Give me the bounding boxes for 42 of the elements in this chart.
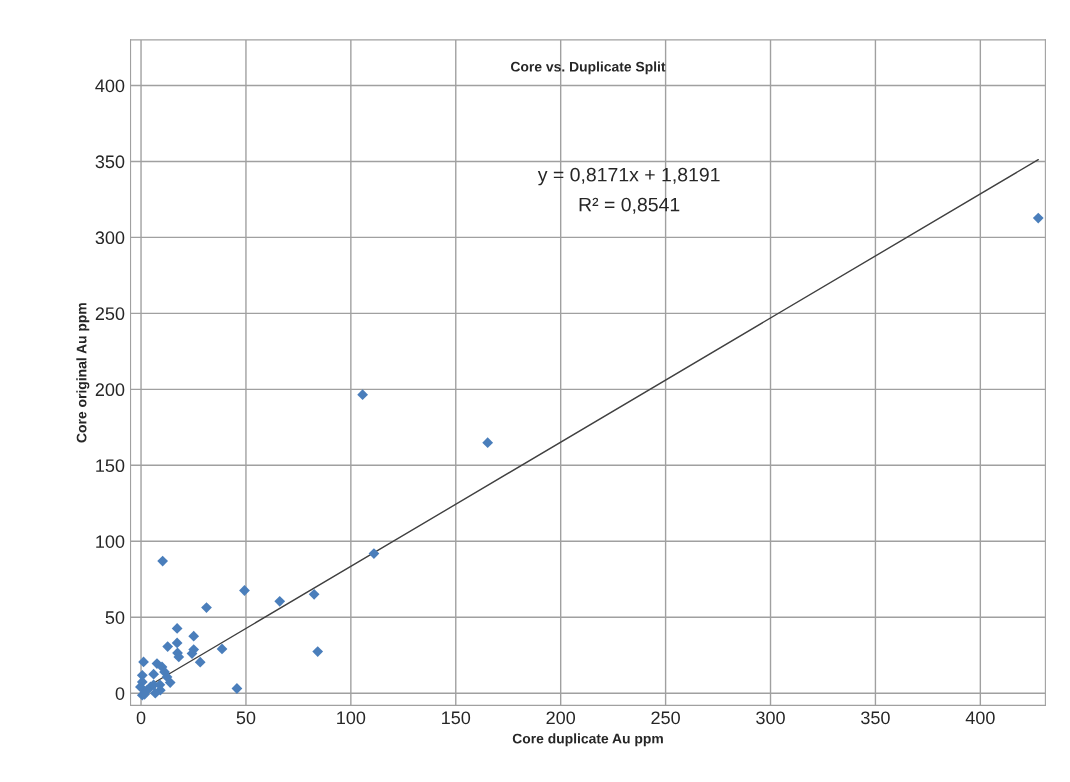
y-tick-label: 350	[95, 155, 125, 169]
point	[482, 437, 494, 449]
y-tick-label: 400	[95, 79, 125, 93]
x-tick-label: 400	[965, 711, 995, 725]
x-tick-label: 200	[546, 711, 576, 725]
point	[274, 595, 286, 607]
y-tick-label: 150	[96, 459, 125, 473]
y-tick-label: 300	[95, 231, 125, 245]
point	[157, 555, 169, 567]
x-tick-label: 350	[861, 711, 890, 725]
annotation: y = 0,8171x + 1,8191	[537, 167, 720, 186]
x-tick-label: 50	[236, 711, 256, 725]
point	[312, 646, 324, 657]
y-tick-label: 50	[105, 611, 125, 624]
point	[171, 637, 183, 649]
y-tick-label: 100	[96, 535, 125, 548]
point	[194, 656, 206, 668]
y-axis-title: Core original Au ppm	[76, 303, 90, 443]
point	[148, 668, 159, 680]
point	[1032, 212, 1044, 224]
point	[216, 643, 228, 655]
x-tick-label: 250	[651, 711, 680, 725]
point	[188, 630, 200, 642]
point	[162, 641, 174, 652]
y-tick-label: 200	[95, 383, 125, 397]
x-axis-title: Core duplicate Au ppm	[512, 733, 663, 747]
x-tick-label: 100	[337, 711, 366, 725]
point	[239, 585, 250, 596]
point	[171, 623, 183, 634]
point	[201, 602, 212, 613]
point	[138, 656, 149, 668]
point	[149, 687, 161, 699]
point	[368, 548, 380, 559]
x-tick-label: 0	[136, 711, 146, 725]
text: Core vs. Duplicate Split	[510, 61, 666, 75]
point	[357, 389, 368, 401]
x-tick-label: 300	[756, 711, 785, 725]
y-tick-label: 0	[115, 687, 125, 700]
x-tick-label: 150	[442, 711, 471, 725]
point	[308, 588, 320, 600]
annotation: R² = 0,8541	[579, 197, 680, 214]
y-tick-label: 250	[95, 307, 125, 321]
